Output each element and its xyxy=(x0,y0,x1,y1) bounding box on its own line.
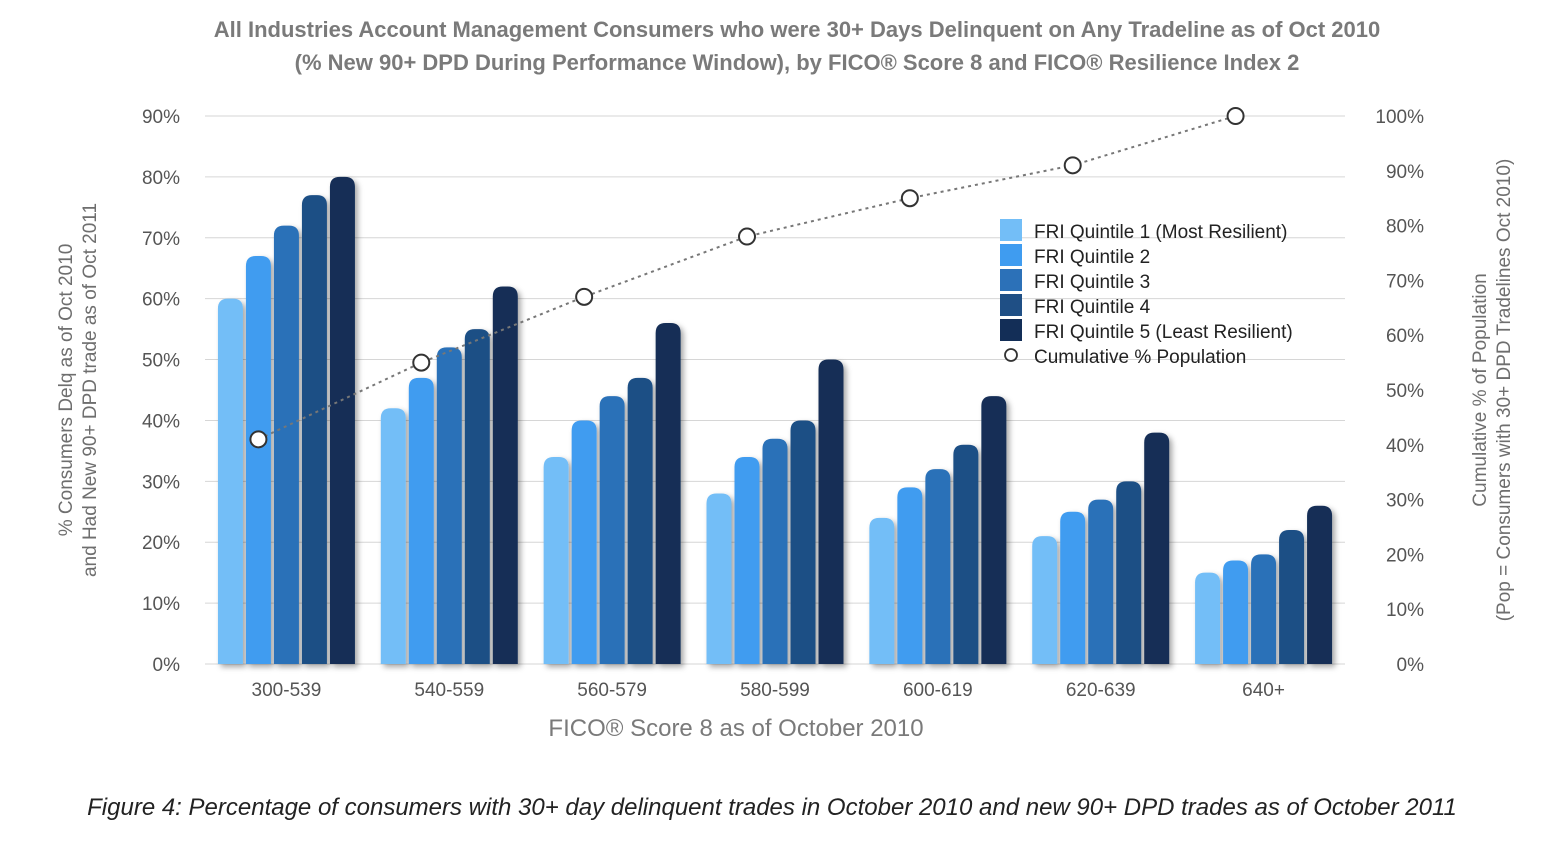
y2-tick-label: 40% xyxy=(1386,436,1424,457)
x-axis-title: FICO® Score 8 as of October 2010 xyxy=(548,715,923,742)
cumulative-point xyxy=(1226,107,1245,125)
bar xyxy=(818,359,844,664)
x-tick-label: 620-639 xyxy=(1066,680,1136,701)
y2-tick-label: 60% xyxy=(1386,326,1424,347)
cumulative-point xyxy=(738,227,756,246)
y2-tick-label: 30% xyxy=(1386,491,1424,512)
y-axis-label-line-2: and Had New 90+ DPD trade as of Oct 2011 xyxy=(80,203,101,577)
bar xyxy=(953,444,979,664)
cumulative-point xyxy=(1063,156,1082,175)
y2-tick-label: 100% xyxy=(1375,107,1424,128)
bar xyxy=(869,517,895,664)
bar xyxy=(464,329,490,664)
x-tick-label: 560-579 xyxy=(577,680,647,701)
legend-label: Cumulative % Population xyxy=(1034,347,1246,368)
legend-label: FRI Quintile 4 xyxy=(1034,297,1151,318)
legend-label: FRI Quintile 2 xyxy=(1034,247,1150,268)
bars xyxy=(217,176,1333,664)
y-tick-label: 50% xyxy=(142,351,180,372)
bar xyxy=(1088,499,1114,664)
cumulative-point xyxy=(900,189,919,208)
y2-tick-label: 20% xyxy=(1386,545,1424,566)
y-tick-label: 10% xyxy=(142,594,180,615)
bar xyxy=(273,225,299,664)
legend-label: FRI Quintile 1 (Most Resilient) xyxy=(1034,222,1287,243)
y2-tick-label: 10% xyxy=(1386,600,1424,621)
figure-caption: Figure 4: Percentage of consumers with 3… xyxy=(87,794,1457,821)
y-tick-label: 0% xyxy=(153,655,181,676)
legend-marker xyxy=(1004,348,1018,362)
bar xyxy=(706,493,732,664)
bar xyxy=(1144,432,1170,664)
x-tick-label: 580-599 xyxy=(740,680,810,701)
y-tick-label: 30% xyxy=(142,472,180,493)
bar xyxy=(1223,560,1249,664)
bar xyxy=(1307,505,1333,664)
bar xyxy=(301,195,327,664)
bar xyxy=(245,256,271,664)
x-tick-label: 540-559 xyxy=(414,680,484,701)
bar xyxy=(627,377,653,664)
y2-tick-label: 80% xyxy=(1386,217,1424,238)
bar xyxy=(329,176,355,664)
cumulative-line xyxy=(249,107,1245,449)
chart-title: All Industries Account Management Consum… xyxy=(214,17,1381,42)
y-tick-label: 60% xyxy=(142,290,180,311)
bar xyxy=(543,456,569,664)
cumulative-point xyxy=(249,430,268,449)
x-tick-label: 640+ xyxy=(1242,680,1285,701)
y-tick-label: 80% xyxy=(142,168,180,189)
legend-swatch xyxy=(1000,219,1022,241)
y-axis-label-line-1: % Consumers Delq as of Oct 2010 xyxy=(56,244,77,537)
y-tick-label: 70% xyxy=(142,229,180,250)
chart-subtitle: (% New 90+ DPD During Performance Window… xyxy=(295,50,1300,75)
bar xyxy=(762,438,788,664)
cumulative-point xyxy=(412,353,431,372)
x-tick-label: 600-619 xyxy=(903,680,973,701)
bar xyxy=(492,286,518,664)
y-axis-ticks: 0% 10% 20% 30% 40% 50% 60% 70% 80% 90% xyxy=(142,107,180,676)
bar xyxy=(925,469,951,664)
bar xyxy=(1032,536,1058,664)
y2-tick-label: 90% xyxy=(1386,162,1424,183)
legend-swatch xyxy=(1000,319,1022,341)
y2-tick-label: 0% xyxy=(1397,655,1425,676)
bar xyxy=(1060,511,1086,664)
bar xyxy=(436,347,462,664)
bar xyxy=(1116,481,1142,664)
legend-label: FRI Quintile 3 xyxy=(1034,272,1150,293)
bar xyxy=(897,487,923,664)
bar xyxy=(981,396,1007,664)
y-tick-label: 90% xyxy=(142,107,180,128)
legend-label: FRI Quintile 5 (Least Resilient) xyxy=(1034,322,1293,343)
bar xyxy=(655,323,681,664)
y2-axis-label-line-1: Cumulative % of Population xyxy=(1470,273,1491,506)
bar xyxy=(599,396,625,664)
y2-tick-label: 70% xyxy=(1386,271,1424,292)
bar xyxy=(1195,572,1221,664)
legend: FRI Quintile 1 (Most Resilient) FRI Quint… xyxy=(1000,219,1293,368)
bar xyxy=(1251,554,1277,664)
legend-swatch xyxy=(1000,294,1022,316)
legend-swatch xyxy=(1000,269,1022,291)
bar xyxy=(790,420,816,664)
y2-tick-label: 50% xyxy=(1386,381,1424,402)
legend-swatch xyxy=(1000,244,1022,266)
cumulative-point xyxy=(575,287,594,306)
y2-axis-ticks: 0% 10% 20% 30% 40% 50% 60% 70% 80% 90% 100% xyxy=(1375,107,1424,676)
bar xyxy=(1279,530,1305,664)
bar xyxy=(217,298,243,664)
x-tick-label: 300-539 xyxy=(252,680,322,701)
bar xyxy=(408,377,434,664)
y2-axis-label-line-2: (Pop = Consumers with 30+ DPD Tradelines… xyxy=(1494,159,1515,622)
bar xyxy=(571,420,597,664)
bar xyxy=(380,408,406,664)
x-axis-ticks: 300-539 540-559 560-579 580-599 600-619 620-6… xyxy=(252,680,1285,701)
y-tick-label: 40% xyxy=(142,411,180,432)
y-tick-label: 20% xyxy=(142,533,180,554)
bar xyxy=(734,456,760,664)
